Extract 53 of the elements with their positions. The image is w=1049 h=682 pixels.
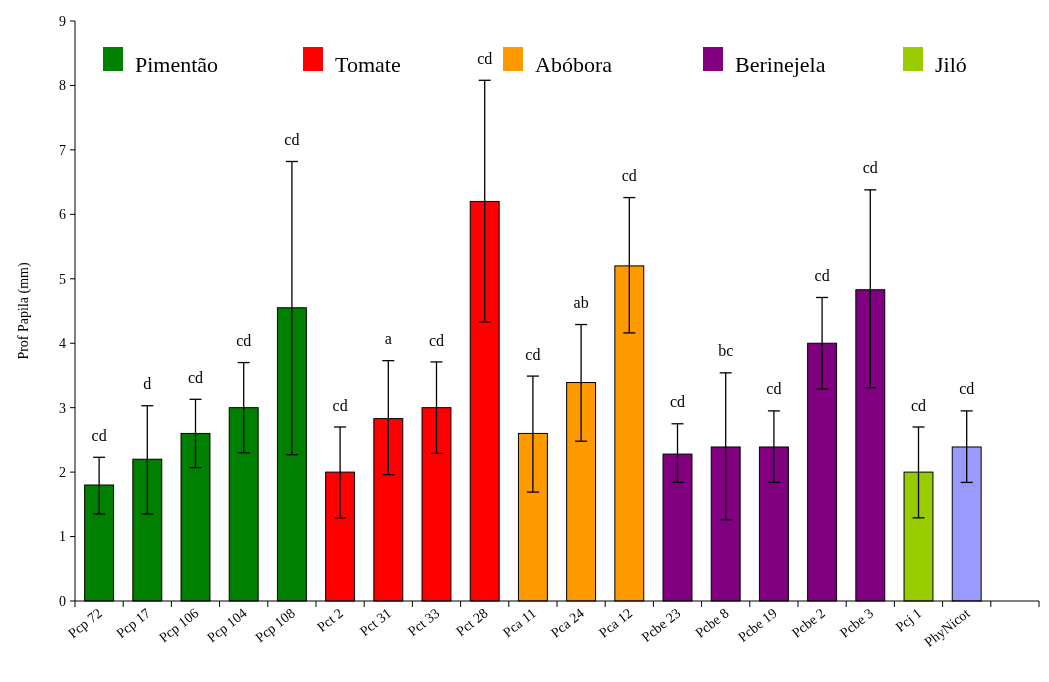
x-tick-label: Pcp 108 <box>252 605 298 646</box>
annotation: cd <box>236 332 252 350</box>
legend-label: Jiló <box>935 52 967 77</box>
annotation: cd <box>669 393 686 411</box>
y-tick-label: 8 <box>59 78 66 94</box>
annotation: cd <box>428 331 445 349</box>
x-tick-label: Pct 31 <box>357 605 395 640</box>
x-tick-label: Pcbe 2 <box>788 605 828 641</box>
annotation: cd <box>284 131 300 149</box>
annotation: cd <box>477 49 493 67</box>
x-tick-label: Pcbe 23 <box>638 605 684 645</box>
y-axis-title: Prof Papila (mm) <box>16 262 32 360</box>
x-tick-label: Pcp 104 <box>204 605 250 646</box>
annotation: cd <box>187 368 204 386</box>
x-tick-label: Pca 24 <box>547 605 587 641</box>
x-tick-label: Pct 28 <box>453 605 491 640</box>
y-tick-label: 3 <box>59 400 66 416</box>
y-tick-label: 6 <box>59 207 66 223</box>
legend-label: Abóbora <box>535 52 613 77</box>
annotation: cd <box>332 396 348 414</box>
legend-label: Pimentão <box>135 52 219 77</box>
annotation: cd <box>959 380 975 398</box>
annotation: cd <box>766 380 782 398</box>
annotation: d <box>143 375 152 393</box>
x-tick-label: Pcj 1 <box>892 605 925 635</box>
x-tick-label: Pcp 17 <box>113 605 154 642</box>
x-tick-label: Pca 11 <box>500 605 539 641</box>
annotation: cd <box>814 267 830 285</box>
x-tick-label: Pca 12 <box>596 605 636 641</box>
y-tick-label: 9 <box>59 13 66 29</box>
y-tick-label: 1 <box>59 529 66 545</box>
x-tick-label: Pct 33 <box>405 605 443 640</box>
y-tick-label: 4 <box>59 336 66 352</box>
annotation: cd <box>621 167 637 185</box>
annotation: cd <box>862 159 878 177</box>
x-tick-label: Pcp 106 <box>156 605 202 646</box>
annotation: ab <box>573 294 589 312</box>
x-tick-label: Pct 2 <box>314 605 346 635</box>
x-tick-label: Pcp 72 <box>65 605 105 642</box>
y-tick-label: 7 <box>59 142 66 158</box>
annotation: cd <box>525 345 541 363</box>
legend-label: Tomate <box>335 52 401 77</box>
y-tick-label: 2 <box>59 465 66 481</box>
x-tick-label: Pcbe 8 <box>692 605 732 641</box>
annotation: a <box>384 330 392 348</box>
annotation: bc <box>718 342 734 360</box>
x-tick-label: Pcbe 3 <box>837 605 877 641</box>
y-tick-label: 0 <box>59 593 66 609</box>
annotation: cd <box>91 426 107 444</box>
annotation: cd <box>910 396 927 414</box>
x-tick-label: Pcbe 19 <box>735 605 780 645</box>
y-tick-label: 5 <box>59 271 66 287</box>
legend-label: Berinejela <box>735 52 826 77</box>
